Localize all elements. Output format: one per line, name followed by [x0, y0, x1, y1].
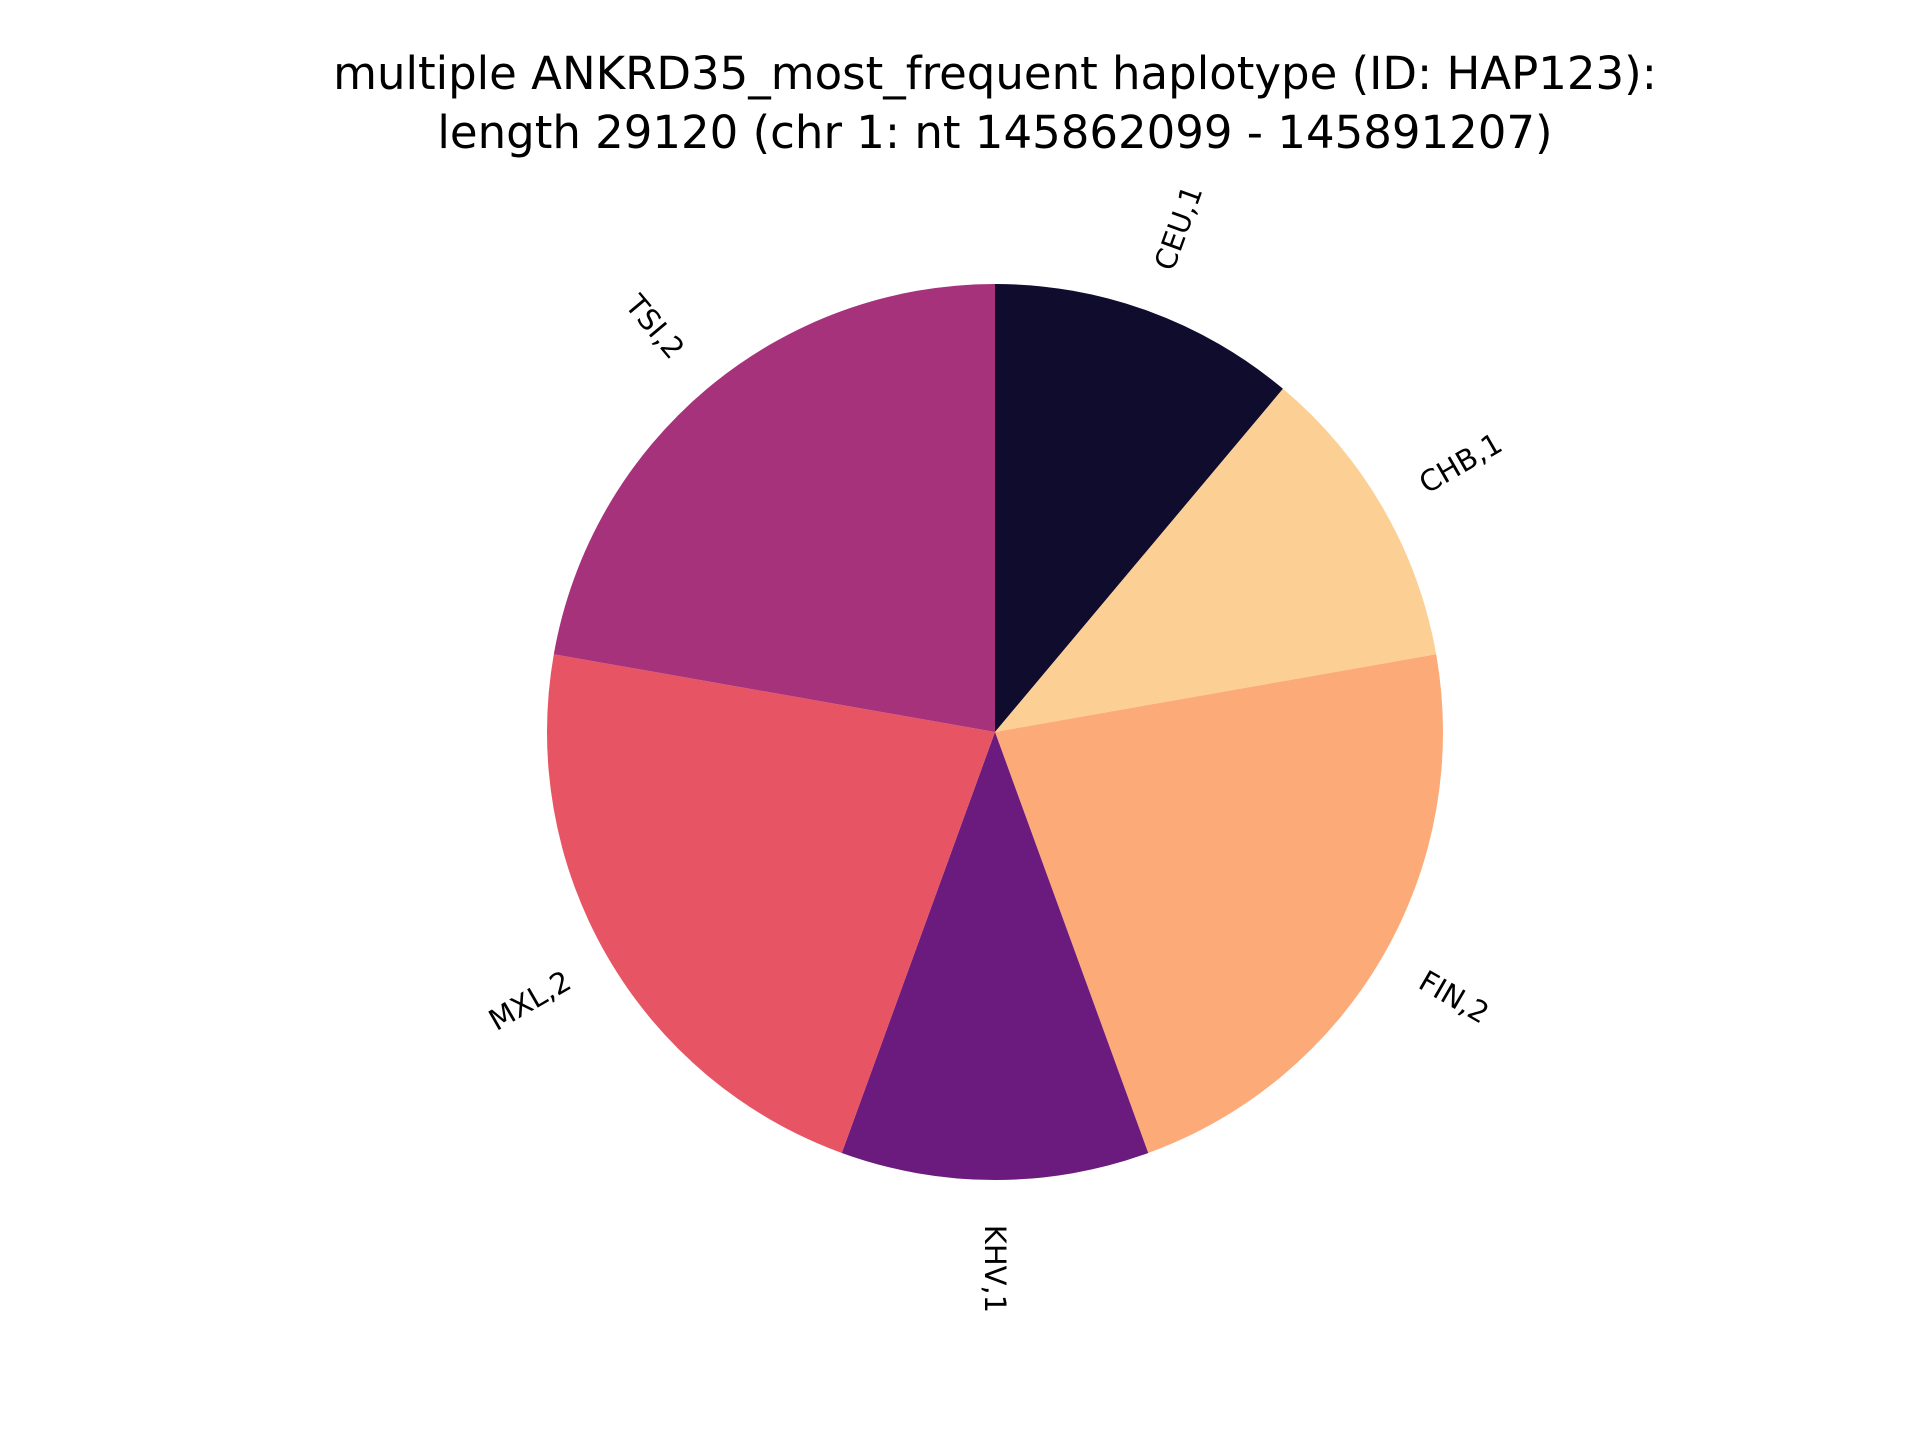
pie-label-fin: FIN,2 [1413, 964, 1495, 1031]
pie-slices [547, 284, 1443, 1180]
pie-label-ceu: CEU,1 [1148, 181, 1210, 275]
pie-label-khv: KHV,1 [978, 1225, 1012, 1313]
chart-title-line-1: multiple ANKRD35_most_frequent haplotype… [333, 47, 1657, 100]
pie-label-tsi: TSI,2 [618, 287, 691, 365]
pie-label-chb: CHB,1 [1413, 426, 1508, 500]
pie-slice-khv [841, 732, 1149, 1180]
pie-slice-chb [995, 388, 1437, 732]
pie-slice-mxl [547, 654, 995, 1153]
pie-slice-fin [995, 654, 1443, 1153]
chart-title: multiple ANKRD35_most_frequent haplotype… [333, 47, 1657, 159]
pie-label-mxl: MXL,2 [483, 964, 577, 1038]
pie-slice-tsi [553, 284, 995, 732]
chart-title-line-2: length 29120 (chr 1: nt 145862099 - 1458… [437, 106, 1552, 159]
pie-slice-ceu [995, 284, 1283, 732]
